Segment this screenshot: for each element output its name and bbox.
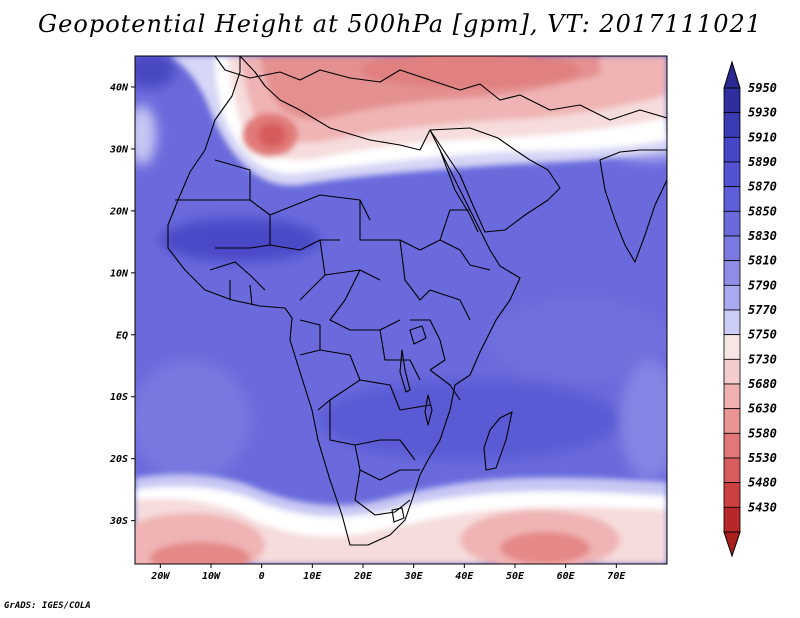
colorbar-box bbox=[723, 112, 741, 138]
colorbar-box bbox=[723, 457, 741, 484]
colorbar-label: 5750 bbox=[748, 328, 777, 342]
madagascar bbox=[483, 411, 513, 471]
coastlines bbox=[167, 56, 667, 546]
colorbar-box bbox=[723, 235, 741, 262]
field-south-west-mid-red bbox=[150, 542, 250, 564]
lon-tick-label: 20E bbox=[353, 571, 373, 582]
colorbar-label: 5430 bbox=[748, 500, 777, 514]
colorbar-box bbox=[723, 186, 741, 212]
lake-malawi bbox=[424, 394, 433, 426]
arabian-peninsula bbox=[429, 127, 561, 233]
field-lighter-blue-east bbox=[620, 360, 667, 480]
lake-victoria bbox=[409, 325, 427, 345]
field-pale-blue-west-tip bbox=[135, 105, 156, 165]
lon-tick-label: 0 bbox=[259, 571, 265, 582]
field-north-red-east bbox=[360, 56, 580, 88]
colorbar-label: 5530 bbox=[748, 451, 777, 465]
africa-coastline bbox=[167, 56, 521, 546]
border-lines-east bbox=[410, 209, 491, 401]
colorbar-box bbox=[723, 358, 741, 385]
colorbar-box bbox=[723, 136, 741, 163]
lat-tick-label: 20N bbox=[109, 206, 129, 217]
colorbar-box bbox=[723, 87, 741, 114]
longitude-axis: 20W 10W 0 10E 20E 30E 40E 50E 60E 70E bbox=[150, 564, 626, 582]
colorbar-box bbox=[723, 284, 741, 311]
colorbar-label: 5580 bbox=[748, 426, 777, 440]
colorbar-label: 5870 bbox=[748, 180, 777, 194]
colorbar-box bbox=[723, 161, 741, 188]
colorbar-box bbox=[723, 408, 741, 434]
latitude-axis: 40N 30N 20N 10N EQ 10S 20S 30S bbox=[109, 82, 135, 527]
field-lighter-blue-atlantic bbox=[135, 360, 250, 480]
colorbar-box bbox=[723, 506, 741, 533]
india bbox=[599, 149, 667, 263]
colorbar-label: 5810 bbox=[748, 254, 777, 268]
lon-tick-label: 10E bbox=[303, 571, 322, 582]
colorbar-label: 5830 bbox=[748, 229, 777, 243]
field-mid-blue-indian bbox=[490, 300, 667, 380]
chart-title: Geopotential Height at 500hPa [gpm], VT:… bbox=[38, 10, 762, 38]
colorbar-box bbox=[723, 383, 741, 410]
colorbar-label: 5680 bbox=[748, 377, 777, 391]
colorbar-label: 5770 bbox=[748, 303, 777, 317]
colorbar-top-arrow bbox=[723, 60, 741, 89]
colorbar-box bbox=[723, 334, 741, 360]
colorbar-label: 5730 bbox=[748, 352, 777, 366]
colorbar-label: 5890 bbox=[748, 155, 777, 169]
lat-tick-label: 10S bbox=[110, 392, 128, 403]
plot-frame bbox=[134, 55, 668, 565]
lat-tick-label: 40N bbox=[110, 82, 129, 93]
colorbar-label: 5910 bbox=[748, 130, 777, 144]
lat-tick-label: 10N bbox=[110, 268, 129, 279]
lon-tick-label: 50E bbox=[506, 571, 525, 582]
lon-tick-label: 60E bbox=[557, 571, 576, 582]
colorbar-box bbox=[723, 210, 741, 237]
lon-tick-label: 40E bbox=[455, 571, 474, 582]
colorbar-box bbox=[723, 482, 741, 508]
colorbar-boxes bbox=[723, 87, 741, 533]
colorbar-box bbox=[723, 432, 741, 459]
colorbar-label: 5480 bbox=[748, 476, 777, 490]
colorbar-label: 5950 bbox=[748, 81, 777, 95]
field-south-east-mid-red bbox=[500, 532, 590, 564]
border-lines-central bbox=[299, 200, 431, 516]
lat-tick-label: 20S bbox=[109, 454, 128, 465]
europe-coast bbox=[214, 56, 667, 121]
lat-tick-label: EQ bbox=[116, 330, 128, 341]
lon-tick-label: 20W bbox=[150, 571, 170, 582]
colorbar-bottom-arrow bbox=[723, 531, 741, 558]
lat-tick-label: 30S bbox=[109, 516, 128, 527]
lon-tick-label: 10W bbox=[202, 571, 221, 582]
lon-tick-label: 70E bbox=[607, 571, 626, 582]
field-north-red-core-inner bbox=[258, 123, 286, 147]
lake-tanganyika bbox=[399, 349, 411, 393]
colorbar-label: 5790 bbox=[748, 278, 777, 292]
field-deep-blue-sahel bbox=[160, 218, 320, 262]
lesotho bbox=[391, 507, 405, 523]
colorbar-label: 5930 bbox=[748, 106, 777, 120]
colorbar-box bbox=[723, 309, 741, 336]
colorbar-label: 5630 bbox=[748, 402, 777, 416]
red-sea bbox=[439, 149, 479, 233]
field-deep-blue-nw bbox=[135, 56, 175, 88]
lon-tick-label: 30E bbox=[404, 571, 424, 582]
colorbar-box bbox=[723, 260, 741, 286]
colorbar-label: 5850 bbox=[748, 204, 777, 218]
colorbar-labels: 5950 5930 5910 5890 5870 5850 5830 5810 5790 5770… bbox=[748, 81, 777, 514]
credit-text: GrADS: IGES/COLA bbox=[4, 601, 91, 611]
lat-tick-label: 30N bbox=[109, 144, 129, 155]
border-lines-west bbox=[175, 159, 371, 306]
